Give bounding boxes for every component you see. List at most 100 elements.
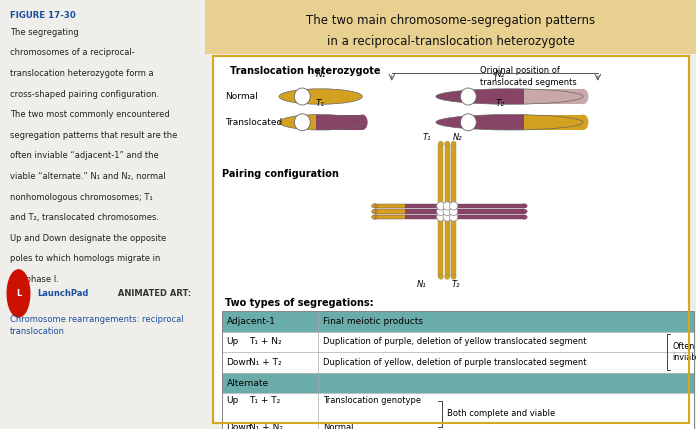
Text: often inviable “adjacent-1” and the: often inviable “adjacent-1” and the [10, 151, 159, 160]
Ellipse shape [436, 89, 583, 104]
Ellipse shape [294, 88, 310, 105]
Text: ANIMATED ART:: ANIMATED ART: [115, 289, 191, 298]
Bar [524, 89, 583, 104]
Text: FIGURE 17-30: FIGURE 17-30 [10, 11, 76, 20]
Bar [451, 144, 456, 210]
Ellipse shape [436, 213, 445, 221]
Text: T₁ + N₂: T₁ + N₂ [249, 338, 282, 346]
Bar [524, 115, 583, 130]
Ellipse shape [460, 114, 476, 131]
Ellipse shape [450, 202, 458, 210]
Bar [438, 210, 443, 277]
Ellipse shape [438, 141, 443, 146]
Text: poles to which homologs migrate in: poles to which homologs migrate in [10, 254, 161, 263]
Text: Normal: Normal [323, 423, 354, 429]
Bar [451, 215, 524, 219]
Text: L: L [16, 289, 21, 298]
Text: anaphase I.: anaphase I. [10, 275, 59, 284]
Text: viable “alternate.” N₁ and N₂, normal: viable “alternate.” N₁ and N₂, normal [10, 172, 166, 181]
Bar [374, 215, 405, 219]
Text: T₁: T₁ [316, 99, 325, 108]
Circle shape [7, 270, 30, 317]
Text: Often
inviable: Often inviable [672, 342, 696, 362]
Text: and T₂, translocated chromosomes.: and T₂, translocated chromosomes. [10, 213, 159, 222]
Text: in a reciprocal-translocation heterozygote: in a reciprocal-translocation heterozygo… [326, 35, 575, 48]
Text: Adjacent-1: Adjacent-1 [228, 317, 276, 326]
Text: translocation heterozygote form a: translocation heterozygote form a [10, 69, 154, 78]
Bar [223, 352, 693, 373]
Bar [223, 393, 693, 429]
Text: chromosomes of a reciprocal-: chromosomes of a reciprocal- [10, 48, 135, 57]
Text: Up and Down designate the opposite: Up and Down designate the opposite [10, 234, 166, 243]
Ellipse shape [521, 204, 527, 208]
Ellipse shape [436, 115, 583, 130]
Text: Duplication of yellow, deletion of purple translocated segment: Duplication of yellow, deletion of purpl… [323, 358, 587, 367]
Bar [405, 209, 451, 214]
Text: The two main chromosome-segregation patterns: The two main chromosome-segregation patt… [306, 14, 595, 27]
Bar [317, 115, 363, 130]
Bar [223, 373, 693, 393]
Text: Pairing configuration: Pairing configuration [223, 169, 340, 179]
Ellipse shape [443, 213, 452, 221]
Text: N₁: N₁ [416, 280, 426, 289]
Bar [438, 144, 443, 210]
Text: Alternate: Alternate [228, 379, 269, 387]
Ellipse shape [521, 215, 527, 219]
Text: T₁ + T₂: T₁ + T₂ [249, 396, 280, 405]
Text: Chromosome rearrangements: reciprocal
translocation: Chromosome rearrangements: reciprocal tr… [10, 315, 184, 336]
Text: Translocated: Translocated [225, 118, 282, 127]
Text: Translocation heterozygote: Translocation heterozygote [230, 66, 380, 76]
Bar [405, 204, 451, 208]
Bar [374, 209, 451, 214]
Text: nonhomologous chromosomes; T₁: nonhomologous chromosomes; T₁ [10, 193, 153, 202]
Bar [374, 209, 405, 214]
Text: Normal: Normal [225, 92, 258, 101]
Bar [374, 215, 451, 219]
Ellipse shape [450, 207, 458, 215]
Bar [451, 210, 456, 277]
Bar [451, 209, 524, 214]
Ellipse shape [521, 209, 527, 214]
Ellipse shape [436, 207, 445, 215]
Bar [213, 56, 688, 423]
Ellipse shape [445, 141, 450, 146]
Ellipse shape [372, 215, 377, 219]
Text: Down: Down [226, 423, 252, 429]
Text: Duplication of purple, deletion of yellow translocated segment: Duplication of purple, deletion of yello… [323, 338, 587, 346]
Text: Both complete and viable: Both complete and viable [448, 410, 555, 418]
Bar [405, 215, 451, 219]
Text: Up: Up [226, 338, 239, 346]
Text: The segregating: The segregating [10, 28, 79, 37]
Text: Two types of segregations:: Two types of segregations: [225, 298, 374, 308]
Ellipse shape [436, 202, 445, 210]
Ellipse shape [438, 274, 443, 279]
Bar [223, 311, 693, 429]
Text: Translocation genotype: Translocation genotype [323, 396, 421, 405]
Text: N₁: N₁ [315, 70, 326, 79]
Text: Original position of
translocated segments: Original position of translocated segmen… [480, 66, 577, 87]
Text: T₂: T₂ [495, 99, 505, 108]
Ellipse shape [443, 207, 452, 215]
Ellipse shape [279, 115, 363, 130]
Text: Final meiotic products: Final meiotic products [323, 317, 423, 326]
Ellipse shape [578, 89, 588, 104]
Bar [213, 56, 688, 423]
Bar [205, 0, 696, 54]
Bar [445, 144, 450, 210]
Ellipse shape [460, 88, 476, 105]
Text: N₂: N₂ [495, 70, 505, 79]
Text: Down: Down [226, 358, 252, 367]
Text: LaunchPad: LaunchPad [37, 289, 88, 298]
Bar [451, 204, 524, 208]
Ellipse shape [450, 213, 458, 221]
Ellipse shape [443, 202, 452, 210]
Text: T₂: T₂ [451, 280, 460, 289]
Ellipse shape [279, 89, 363, 104]
Ellipse shape [372, 204, 377, 208]
Ellipse shape [357, 115, 367, 130]
Text: segregation patterns that result are the: segregation patterns that result are the [10, 131, 177, 140]
Ellipse shape [294, 114, 310, 131]
Text: Up: Up [226, 396, 239, 405]
Bar [374, 204, 405, 208]
Text: T₁: T₁ [423, 133, 432, 142]
